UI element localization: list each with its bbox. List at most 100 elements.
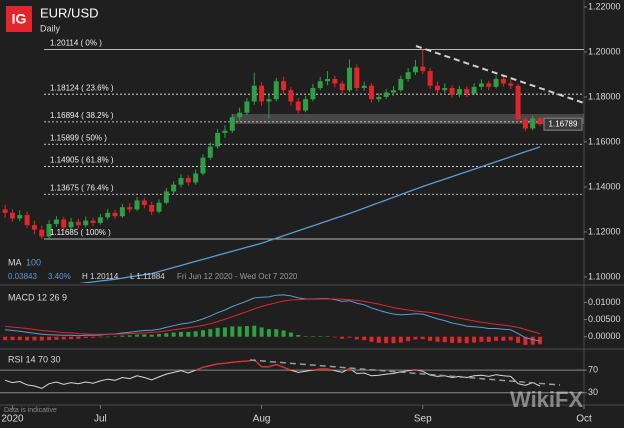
macd-histogram-bar bbox=[428, 336, 433, 341]
logo bbox=[6, 6, 32, 32]
candle-body bbox=[412, 66, 418, 73]
macd-histogram-bar bbox=[508, 336, 513, 341]
candle-body bbox=[97, 217, 103, 223]
candle-body bbox=[237, 112, 243, 118]
candle-body bbox=[244, 101, 250, 113]
candle-body bbox=[259, 85, 265, 102]
info-change-pct: 3.40% bbox=[48, 272, 71, 281]
candle-body bbox=[383, 92, 389, 97]
macd-histogram-bar bbox=[369, 336, 374, 342]
candle-body bbox=[471, 86, 477, 94]
candle-body bbox=[193, 173, 199, 183]
fib-label: 1.11685 ( 100% ) bbox=[50, 228, 111, 237]
macd-line bbox=[5, 298, 541, 335]
candle-body bbox=[134, 200, 140, 210]
info-change: 0.03843 bbox=[8, 272, 37, 281]
macd-histogram-bar bbox=[266, 329, 271, 337]
fib-label: 1.20114 ( 0% ) bbox=[50, 39, 102, 48]
macd-histogram-bar bbox=[501, 336, 506, 341]
candle-body bbox=[522, 119, 528, 129]
y-tick-label: 1.14000 bbox=[588, 181, 621, 191]
candle-body bbox=[171, 184, 177, 192]
macd-histogram-bar bbox=[61, 336, 66, 340]
macd-histogram-bar bbox=[193, 331, 198, 337]
support-zone bbox=[232, 114, 584, 124]
candle-body bbox=[2, 209, 8, 213]
macd-histogram-bar bbox=[208, 329, 213, 337]
last-price-box bbox=[543, 117, 583, 131]
macd-histogram-bar bbox=[406, 336, 411, 342]
y-tick-label: 0.00500 bbox=[588, 314, 621, 324]
candle-body bbox=[310, 87, 316, 100]
candle-body bbox=[442, 87, 448, 91]
candle-body bbox=[112, 212, 118, 217]
y-tick-label: 1.18000 bbox=[588, 91, 621, 101]
candle-body bbox=[456, 89, 462, 95]
chart-title: EUR/USD bbox=[40, 5, 99, 20]
candle-body bbox=[295, 101, 301, 111]
macd-histogram-bar bbox=[149, 334, 154, 337]
candle-body bbox=[369, 85, 375, 100]
macd-histogram-bar bbox=[538, 336, 543, 345]
macd-histogram-bar bbox=[318, 336, 323, 337]
x-tick-label: Oct bbox=[576, 414, 592, 425]
candle-body bbox=[434, 85, 440, 91]
ma-period: 100 bbox=[26, 257, 41, 267]
macd-histogram-bar bbox=[244, 326, 249, 337]
macd-histogram-bar bbox=[91, 336, 96, 338]
macd-histogram-bar bbox=[523, 336, 528, 345]
macd-histogram-bar bbox=[215, 327, 220, 337]
macd-label: MACD 12 26 9 bbox=[8, 292, 67, 302]
candle-body bbox=[449, 87, 455, 95]
candle-body bbox=[478, 83, 484, 87]
logo-text: IG bbox=[12, 11, 27, 27]
macd-histogram-bar bbox=[494, 336, 499, 341]
candle-body bbox=[90, 220, 96, 223]
rsi-trend-line bbox=[249, 359, 561, 386]
candle-body bbox=[515, 85, 521, 120]
candle-body bbox=[68, 221, 74, 228]
macd-histogram-bar bbox=[442, 336, 447, 343]
candle-body bbox=[251, 85, 257, 102]
info-high: H 1.20114 bbox=[82, 272, 119, 281]
candle-body bbox=[141, 200, 147, 205]
rsi-plot bbox=[0, 359, 584, 394]
candle-body bbox=[83, 220, 89, 226]
candle-body bbox=[530, 118, 536, 129]
macd-histogram-bar bbox=[479, 336, 484, 342]
candle-body bbox=[420, 66, 426, 72]
macd-histogram-bar bbox=[83, 336, 88, 339]
candle-body bbox=[39, 229, 45, 237]
macd-histogram-bar bbox=[200, 330, 205, 337]
candle-body bbox=[537, 118, 543, 125]
macd-histogram-bar bbox=[340, 336, 345, 339]
ma-label: MA bbox=[8, 257, 22, 267]
candle-body bbox=[508, 83, 514, 86]
candle-body bbox=[185, 177, 191, 183]
macd-histogram-bar bbox=[398, 336, 403, 343]
macd-histogram-bar bbox=[3, 336, 8, 341]
candle-body bbox=[229, 117, 235, 131]
macd-histogram-bar bbox=[464, 336, 469, 344]
macd-histogram-bar bbox=[259, 327, 264, 337]
candle-body bbox=[127, 207, 133, 210]
info-low: L 1.11884 bbox=[130, 272, 165, 281]
macd-histogram-bar bbox=[222, 327, 227, 337]
candle-body bbox=[500, 78, 506, 84]
fib-label: 1.15899 ( 50% ) bbox=[50, 133, 107, 142]
y-tick-label: 1.16000 bbox=[588, 136, 621, 146]
candle-body bbox=[427, 71, 433, 86]
macd-histogram-bar bbox=[186, 331, 191, 337]
candle-body bbox=[266, 99, 272, 102]
candle-body bbox=[361, 85, 367, 88]
y-tick-label: 30 bbox=[588, 387, 598, 397]
macd-histogram-bar bbox=[98, 336, 103, 338]
macd-histogram-bar bbox=[435, 336, 440, 342]
candle-body bbox=[273, 81, 279, 100]
candle-body bbox=[325, 78, 331, 82]
macd-histogram-bar bbox=[76, 336, 81, 339]
macd-histogram-bar bbox=[252, 325, 257, 337]
macd-histogram-bar bbox=[457, 336, 462, 343]
